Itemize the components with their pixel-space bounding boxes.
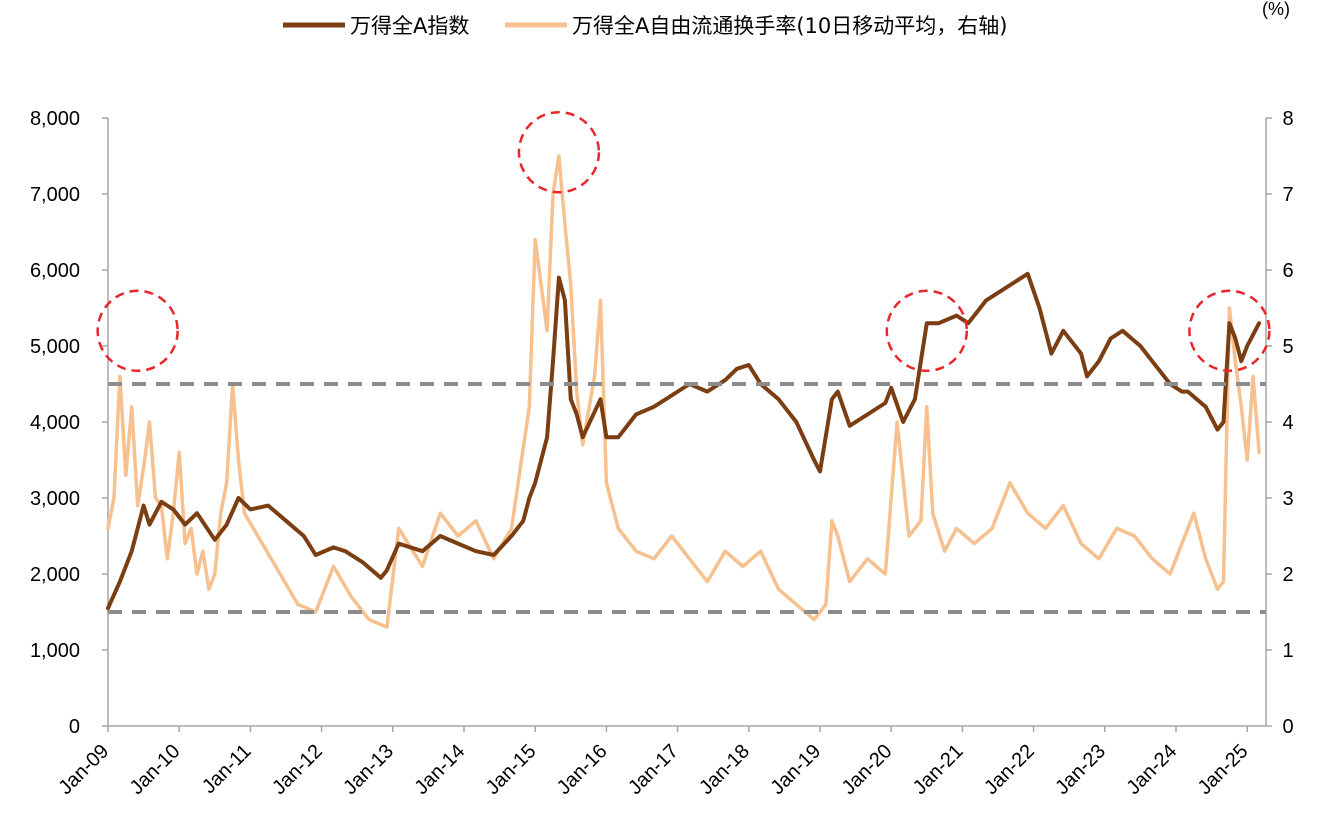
x-tick-label: Jan-22 [980, 740, 1039, 799]
left-tick-label: 8,000 [30, 108, 80, 130]
x-tick-label: Jan-23 [1051, 740, 1110, 799]
legend: 万得全A指数 万得全A自由流通换手率(10日移动平均，右轴) [283, 14, 1007, 38]
x-tick-label: Jan-25 [1194, 740, 1253, 799]
right-tick-label: 1 [1282, 640, 1293, 662]
x-tick-label: Jan-24 [1122, 740, 1181, 799]
left-tick-label: 7,000 [30, 184, 80, 206]
x-tick-label: Jan-09 [54, 740, 113, 799]
x-tick-label: Jan-20 [838, 740, 897, 799]
index-series-line [106, 271, 1262, 611]
right-tick-label: 3 [1282, 488, 1293, 510]
right-tick-label: 7 [1282, 184, 1293, 206]
x-tick-label: Jan-10 [126, 740, 185, 799]
x-tick-label: Jan-19 [766, 740, 825, 799]
highlight-circle [885, 289, 969, 373]
right-tick-label: 0 [1282, 716, 1293, 738]
x-tick-label: Jan-14 [410, 740, 469, 799]
left-tick-label: 6,000 [30, 260, 80, 282]
left-tick-label: 0 [69, 716, 80, 738]
left-tick-label: 4,000 [30, 412, 80, 434]
right-tick-label: 6 [1282, 260, 1293, 282]
right-tick-label: 2 [1282, 564, 1293, 586]
left-tick-label: 2,000 [30, 564, 80, 586]
highlight-circle [96, 289, 179, 373]
axes: 0 1,000 2,000 3,000 4,000 5,000 6,000 7,000 8,00… [30, 108, 1294, 799]
left-tick-label: 3,000 [30, 488, 80, 510]
legend-label-turnover: 万得全A自由流通换手率(10日移动平均，右轴) [572, 14, 1007, 38]
legend-label-index: 万得全A指数 [350, 14, 469, 38]
highlight-circle [517, 110, 601, 194]
x-tick-label: Jan-15 [482, 740, 541, 799]
x-tick-label: Jan-13 [339, 740, 398, 799]
left-tick-label: 5,000 [30, 336, 80, 358]
plot-area [96, 110, 1271, 629]
right-tick-label: 5 [1282, 336, 1293, 358]
x-tick-label: Jan-17 [624, 740, 683, 799]
x-tick-label: Jan-11 [198, 740, 256, 798]
right-tick-label: 4 [1282, 412, 1293, 434]
x-tick-label: Jan-12 [268, 740, 327, 799]
highlight-circle [1188, 289, 1271, 373]
right-tick-label: 8 [1282, 108, 1293, 130]
right-axis-unit: (%) [1262, 0, 1290, 19]
turnover-series-line [106, 154, 1261, 629]
x-tick-label: Jan-18 [695, 740, 754, 799]
left-tick-label: 1,000 [30, 640, 80, 662]
x-tick-label: Jan-16 [553, 740, 612, 799]
x-tick-label: Jan-21 [909, 740, 968, 799]
